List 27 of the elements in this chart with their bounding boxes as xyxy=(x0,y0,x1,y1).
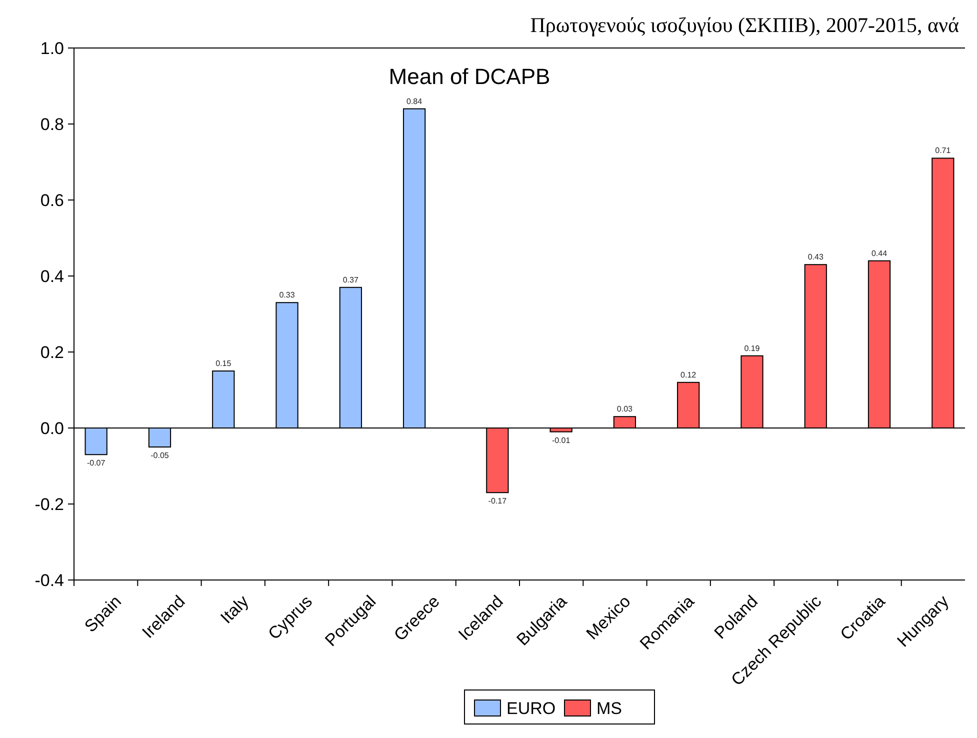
y-tick-label: 0.6 xyxy=(40,190,64,210)
text: Mean of DCAPB xyxy=(388,64,550,89)
y-tick-label: 1.0 xyxy=(40,38,64,58)
legend-label: EURO xyxy=(506,698,556,718)
data-label: -0.01 xyxy=(552,436,571,445)
data-label: 0.43 xyxy=(808,252,824,262)
x-tick-label: Italy xyxy=(216,591,253,628)
y-tick-label: -0.2 xyxy=(34,494,64,514)
y-tick-label: 0.4 xyxy=(40,266,64,286)
text: Πρωτογενούς ισοζυγίου (ΣΚΠΙΒ), 2007-2015, ανά xyxy=(530,13,959,37)
data-label: 0.03 xyxy=(616,404,634,414)
data-label: 0.19 xyxy=(744,344,760,353)
data-label: 0.44 xyxy=(871,248,888,258)
data-label: -0.17 xyxy=(488,496,508,506)
y-tick-label: 0.2 xyxy=(40,342,64,362)
y-tick-label: -0.4 xyxy=(34,570,64,590)
data-label: 0.15 xyxy=(216,359,232,368)
y-tick-label: 0.8 xyxy=(40,114,64,134)
data-label: 0.71 xyxy=(935,146,952,156)
data-label: -0.05 xyxy=(150,451,170,460)
y-tick-label: 0.0 xyxy=(40,418,64,438)
data-label: 0.33 xyxy=(279,290,296,300)
data-label: -0.07 xyxy=(86,458,106,468)
data-label: 0.12 xyxy=(680,370,697,380)
data-label: 0.37 xyxy=(342,275,359,284)
legend-label: MS xyxy=(596,698,622,718)
data-label: 0.84 xyxy=(406,96,423,106)
